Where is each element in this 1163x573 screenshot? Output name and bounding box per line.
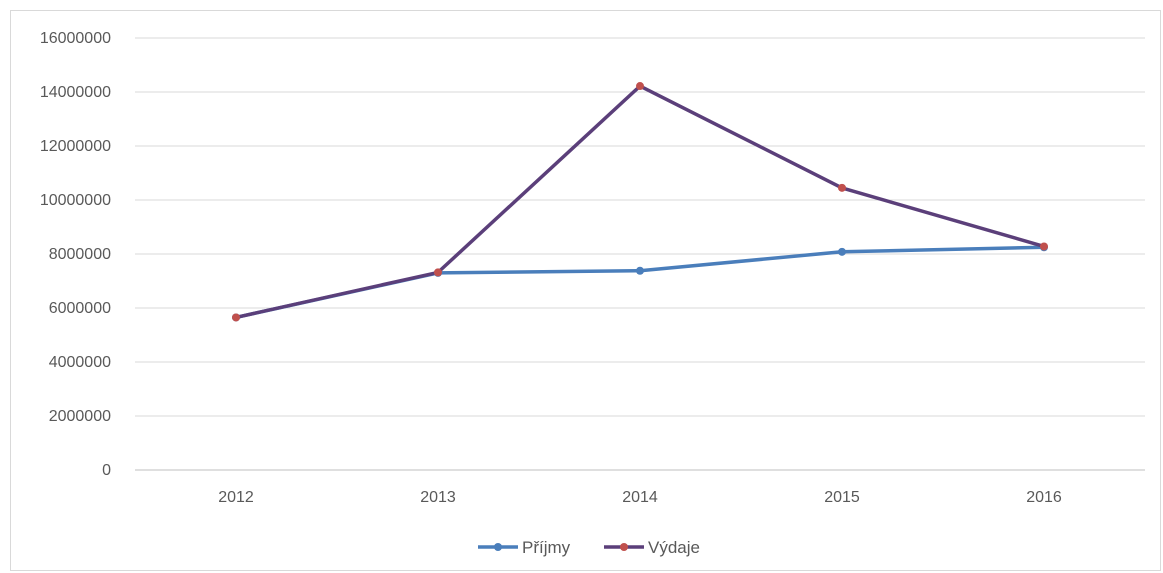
legend-item-1: Příjmy: [478, 538, 571, 557]
x-tick-label: 2014: [622, 489, 658, 506]
series-lines: [234, 84, 1046, 320]
data-point-2: [1040, 242, 1048, 251]
data-point-1: [838, 247, 846, 256]
legend-marker: [620, 543, 628, 551]
data-point-1: [636, 266, 644, 275]
y-axis-ticks: 0 2000000 4000000 6000000 8000000 10000000 120…: [40, 30, 111, 479]
data-point-2: [232, 313, 240, 322]
data-point-2: [838, 183, 846, 192]
series-markers: [232, 82, 1048, 322]
x-tick-label: 2012: [218, 489, 254, 506]
series-line-1: [234, 245, 1046, 320]
x-tick-label: 2016: [1026, 489, 1062, 506]
legend: Příjmy Výdaje: [478, 538, 700, 557]
data-point-2: [434, 268, 442, 277]
y-tick-label: 6000000: [49, 300, 111, 317]
legend-label: Příjmy: [522, 538, 571, 557]
y-tick-label: 16000000: [40, 30, 111, 47]
series-line-2: [234, 84, 1046, 320]
legend-item-2: Výdaje: [604, 538, 700, 557]
chart-frame: [10, 10, 1161, 571]
gridlines: [135, 37, 1145, 471]
y-tick-label: 8000000: [49, 246, 111, 263]
y-tick-label: 2000000: [49, 408, 111, 425]
legend-label: Výdaje: [648, 538, 700, 557]
x-tick-label: 2015: [824, 489, 860, 506]
y-tick-label: 14000000: [40, 84, 111, 101]
x-tick-label: 2013: [420, 489, 456, 506]
legend-marker: [494, 543, 502, 551]
y-tick-label: 0: [102, 462, 111, 479]
x-axis-ticks: 2012 2013 2014 2015 2016: [218, 489, 1062, 506]
y-tick-label: 10000000: [40, 192, 111, 209]
y-tick-label: 12000000: [40, 138, 111, 155]
y-tick-label: 4000000: [49, 354, 111, 371]
data-point-2: [636, 82, 644, 91]
